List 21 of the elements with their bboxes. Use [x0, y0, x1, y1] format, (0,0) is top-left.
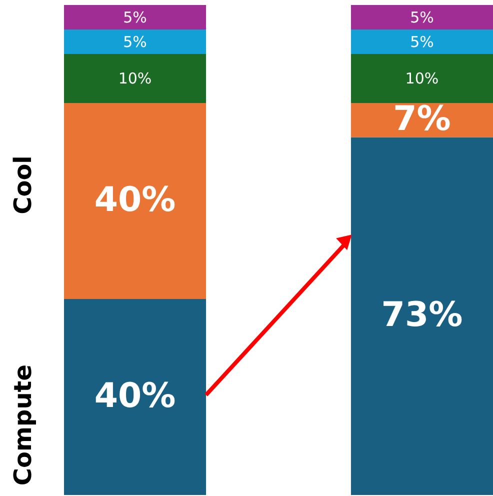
bar: [64, 30, 206, 54]
data-label: 5%: [123, 32, 147, 51]
annotation: Cool: [9, 156, 37, 214]
data-label: 40%: [94, 180, 176, 220]
data-label: 7%: [393, 99, 451, 140]
data-label: 5%: [123, 8, 147, 26]
bar: [64, 54, 206, 103]
bar: [64, 103, 206, 299]
data-label: 10%: [118, 70, 152, 88]
data-label: 5%: [410, 32, 434, 51]
bar: [64, 5, 206, 30]
bar: [350, 5, 493, 30]
data-label: 73%: [381, 295, 463, 336]
bar: [350, 137, 493, 495]
bar: [64, 299, 206, 495]
annotation: Compute: [9, 364, 37, 486]
bar: [350, 54, 493, 103]
data-label: 40%: [94, 376, 176, 416]
data-label: 10%: [405, 70, 439, 88]
data-label: 5%: [410, 8, 434, 26]
bar: [350, 30, 493, 54]
